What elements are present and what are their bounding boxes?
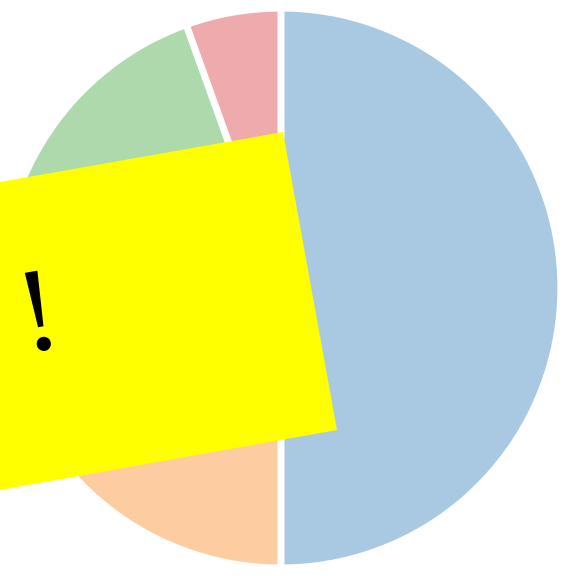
sticky-note: ! — [0, 132, 337, 490]
note-paper — [0, 132, 337, 490]
pie-slice — [277, 4, 565, 572]
